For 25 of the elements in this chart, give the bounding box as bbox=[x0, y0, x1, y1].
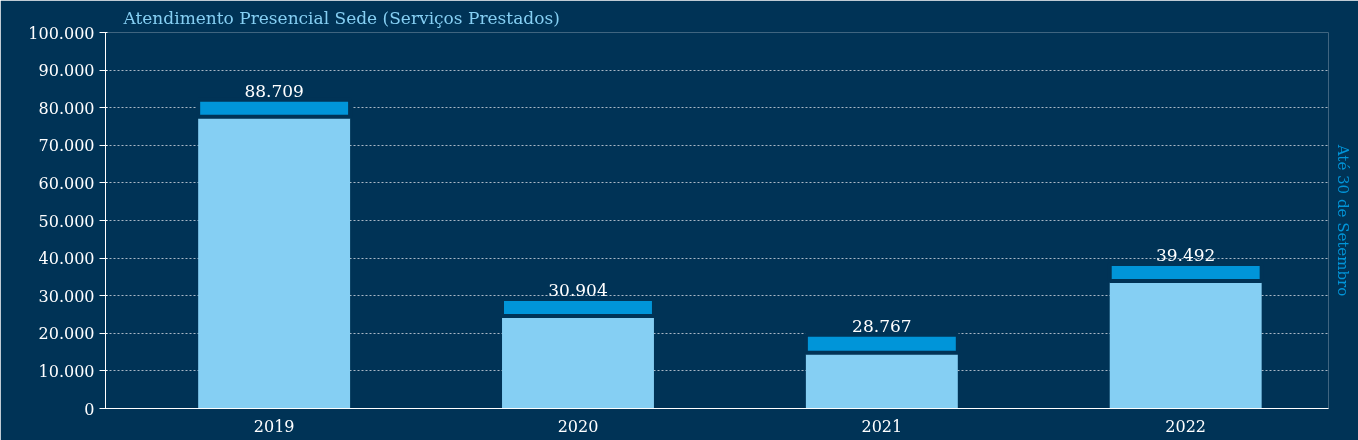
y-tick-label: 60.000 bbox=[38, 173, 95, 193]
annotation: 39.492 bbox=[1155, 245, 1216, 266]
bar bbox=[502, 316, 654, 409]
annotation: 30.904 bbox=[548, 280, 608, 301]
annotation: 88.709 bbox=[244, 80, 304, 101]
bar bbox=[198, 116, 351, 409]
x-tick-label: 2021 bbox=[861, 416, 903, 436]
bar bbox=[1109, 281, 1262, 409]
y-tick-label: 50.000 bbox=[38, 211, 95, 231]
y-tick-label: 40.000 bbox=[38, 249, 95, 269]
annotation: 28.767 bbox=[852, 315, 912, 336]
text: Até 30 de Setembro bbox=[1333, 143, 1352, 297]
y-tick-label: 20.000 bbox=[38, 324, 95, 344]
y-tick-label: 0 bbox=[84, 399, 95, 419]
x-tick-label: 2019 bbox=[253, 416, 295, 436]
x-tick-label: 2020 bbox=[557, 416, 599, 436]
y-tick-label: 10.000 bbox=[38, 361, 95, 381]
chart-title: Atendimento Presencial Sede (Serviços Prestados) bbox=[122, 7, 560, 28]
y-tick-label: 90.000 bbox=[38, 61, 95, 81]
bar bbox=[805, 352, 958, 409]
x-tick-label: 2022 bbox=[1165, 416, 1207, 436]
y-tick-label: 30.000 bbox=[38, 286, 95, 306]
y-tick-label: 100.000 bbox=[28, 23, 95, 43]
y-tick-label: 80.000 bbox=[38, 98, 95, 118]
y-tick-label: 70.000 bbox=[38, 136, 95, 156]
